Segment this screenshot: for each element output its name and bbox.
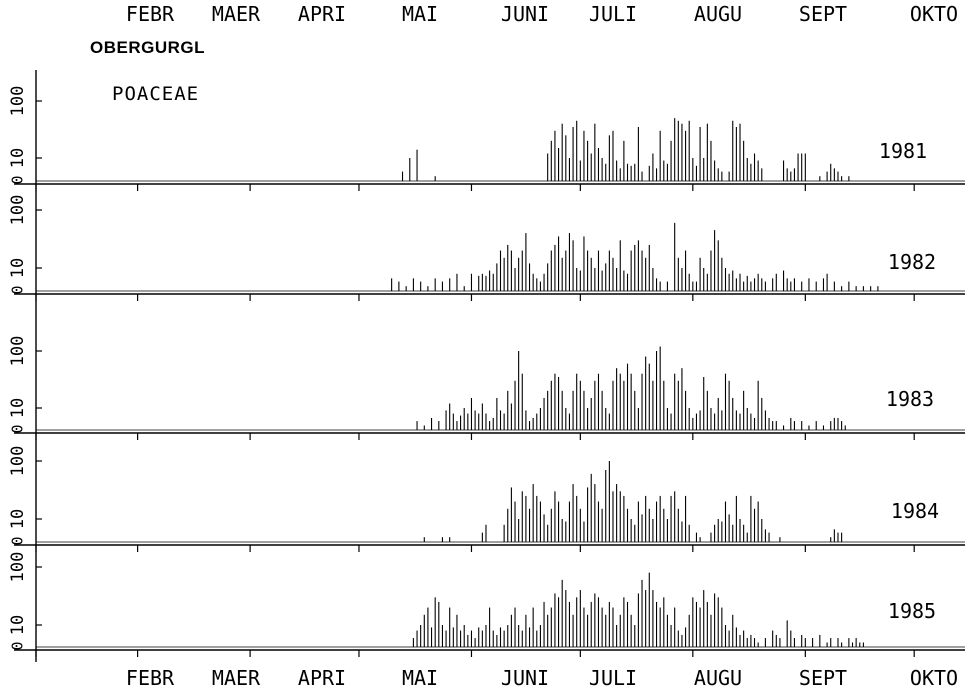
year-label: 1984 [891, 499, 939, 523]
y-tick-label: 100 [8, 195, 28, 226]
month-label-top: SEPT [799, 2, 847, 26]
month-label-top: JUNI [501, 2, 549, 26]
taxon-label: POACEAE [112, 83, 200, 105]
month-label-top: JULI [589, 2, 637, 26]
month-label-top: MAI [402, 2, 438, 26]
y-zero-label: 0 [9, 641, 27, 650]
y-zero-label: 0 [9, 285, 27, 294]
month-label-bottom: JUNI [501, 666, 549, 690]
month-label-bottom: MAI [402, 666, 438, 690]
month-label-top: AUGU [694, 2, 742, 26]
year-label: 1981 [879, 139, 927, 163]
y-tick-label: 10 [8, 398, 28, 418]
month-label-bottom: FEBR [126, 666, 175, 690]
month-label-top: MAER [212, 2, 261, 26]
y-tick-label: 100 [8, 446, 28, 477]
y-tick-label: 100 [8, 552, 28, 583]
y-zero-label: 0 [9, 424, 27, 433]
year-label: 1985 [888, 599, 936, 623]
month-label-bottom: MAER [212, 666, 261, 690]
y-tick-label: 100 [8, 336, 28, 367]
year-label: 1982 [888, 250, 936, 274]
month-label-bottom: APRI [298, 666, 346, 690]
station-name: OBERGURGL [90, 38, 205, 57]
month-label-top: APRI [298, 2, 346, 26]
month-label-top: FEBR [126, 2, 175, 26]
y-zero-label: 0 [9, 175, 27, 184]
month-label-bottom: AUGU [694, 666, 742, 690]
y-tick-label: 10 [8, 258, 28, 278]
month-label-bottom: JULI [589, 666, 637, 690]
y-tick-label: 100 [8, 86, 28, 117]
month-label-bottom: OKTO [910, 666, 958, 690]
month-label-bottom: SEPT [799, 666, 847, 690]
year-label: 1983 [886, 387, 934, 411]
y-tick-label: 10 [8, 615, 28, 635]
y-tick-label: 10 [8, 509, 28, 529]
y-zero-label: 0 [9, 536, 27, 545]
month-label-top: OKTO [910, 2, 958, 26]
y-tick-label: 10 [8, 148, 28, 168]
